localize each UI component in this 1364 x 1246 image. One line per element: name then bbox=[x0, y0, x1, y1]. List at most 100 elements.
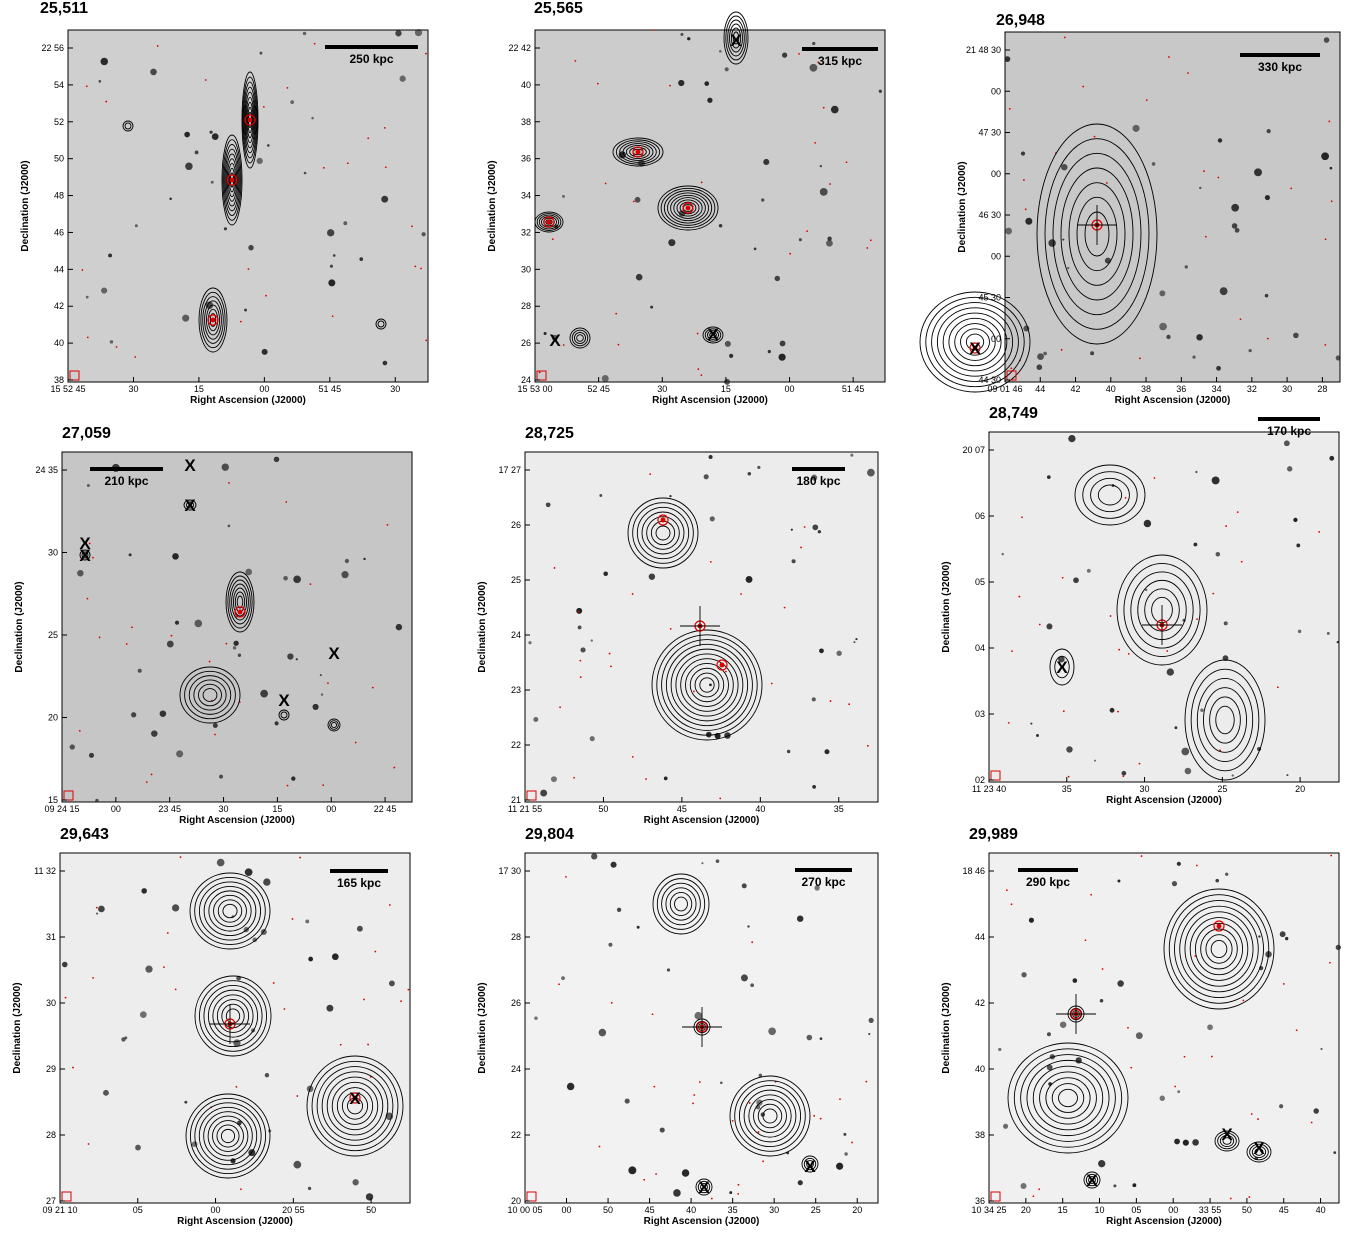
optical-source bbox=[1127, 1026, 1129, 1029]
x-tick-label: 45 bbox=[677, 804, 687, 814]
star bbox=[1037, 353, 1044, 361]
optical-source bbox=[1295, 1029, 1298, 1032]
radio-contour bbox=[124, 122, 132, 130]
star bbox=[694, 1011, 703, 1020]
optical-source bbox=[1038, 623, 1041, 626]
star bbox=[86, 483, 90, 487]
star bbox=[232, 646, 237, 650]
star bbox=[266, 144, 270, 147]
host-contour bbox=[1213, 920, 1225, 932]
star bbox=[590, 639, 593, 642]
optical-source bbox=[1117, 710, 1119, 713]
optical-source bbox=[565, 876, 567, 878]
scale-bar-label: 250 kpc bbox=[349, 52, 393, 66]
optical-source bbox=[559, 706, 561, 709]
star bbox=[681, 1169, 690, 1177]
star bbox=[545, 502, 551, 508]
star bbox=[1313, 1108, 1319, 1114]
optical-source bbox=[388, 904, 391, 906]
y-tick-label: 23 bbox=[511, 685, 521, 695]
x-tick-label: 30 bbox=[657, 384, 667, 394]
x-tick-label: 00 bbox=[1168, 1205, 1178, 1215]
star bbox=[1159, 1095, 1165, 1101]
x-tick-label: 20 55 bbox=[282, 1205, 305, 1215]
optical-source bbox=[1212, 592, 1215, 595]
star bbox=[166, 640, 174, 648]
optical-source bbox=[414, 265, 417, 268]
radio-contour bbox=[1026, 1059, 1110, 1137]
x-tick-label: 09 21 10 bbox=[42, 1205, 77, 1215]
star bbox=[1020, 1182, 1027, 1190]
optical-source bbox=[1101, 968, 1104, 970]
star bbox=[1184, 767, 1192, 775]
star bbox=[328, 279, 336, 287]
radio-contour bbox=[656, 634, 758, 736]
x-tick-label: 50 bbox=[1242, 1205, 1252, 1215]
radio-contour bbox=[1246, 1141, 1272, 1163]
y-tick-label: 45 30 bbox=[978, 293, 1001, 303]
star bbox=[1266, 129, 1271, 134]
x-tick-label: 25 bbox=[811, 1205, 821, 1215]
x-tick-label: 00 bbox=[562, 1205, 572, 1215]
optical-source bbox=[299, 856, 302, 859]
y-tick-label: 17 30 bbox=[498, 866, 521, 876]
optical-source bbox=[156, 45, 159, 47]
star bbox=[867, 468, 875, 477]
optical-source bbox=[130, 626, 133, 629]
optical-source bbox=[1010, 903, 1013, 906]
star bbox=[528, 641, 532, 645]
x-tick-label: 30 bbox=[1140, 784, 1150, 794]
optical-source bbox=[845, 161, 848, 164]
star bbox=[219, 774, 224, 779]
star bbox=[1004, 56, 1011, 63]
star bbox=[1117, 879, 1121, 883]
optical-source bbox=[806, 230, 809, 233]
y-axis-label: Declination (J2000) bbox=[20, 160, 31, 251]
optical-source bbox=[1276, 686, 1279, 689]
star bbox=[561, 976, 565, 980]
x-tick-label: 34 bbox=[1212, 384, 1222, 394]
plot-area: X X X 315 kpc 15 53 00 52 45 30 15 00 51 45 22 42 4… bbox=[487, 11, 886, 406]
radio-map: X 165 kpc 09 21 10 05 00 20 55 50 11 32 31 30 29 28… bbox=[12, 852, 411, 1227]
host-contour bbox=[716, 659, 728, 671]
optical-source bbox=[866, 247, 869, 249]
star bbox=[260, 689, 269, 698]
star bbox=[782, 52, 788, 58]
y-axis-label: Declination (J2000) bbox=[14, 581, 25, 672]
radio-contour bbox=[656, 878, 706, 930]
star bbox=[1021, 972, 1027, 978]
host-galaxy bbox=[237, 609, 243, 615]
optical-source bbox=[1225, 525, 1228, 527]
optical-source bbox=[291, 918, 294, 920]
star bbox=[878, 89, 882, 93]
unrelated-source-marker: X bbox=[349, 1089, 361, 1108]
host-galaxy bbox=[660, 517, 666, 523]
star bbox=[1192, 355, 1196, 359]
host-galaxy bbox=[247, 117, 253, 123]
star bbox=[1068, 434, 1076, 443]
star bbox=[98, 80, 102, 83]
stars-layer bbox=[1004, 36, 1341, 371]
radio-contour bbox=[536, 213, 562, 231]
stars-layer bbox=[81, 29, 428, 366]
star bbox=[550, 776, 557, 783]
x-tick-label: 00 bbox=[211, 1205, 221, 1215]
radio-contour bbox=[243, 81, 257, 159]
radio-contour bbox=[179, 666, 241, 724]
radio-contour bbox=[329, 720, 339, 730]
star bbox=[1073, 577, 1079, 584]
unrelated-source-marker: X bbox=[698, 1178, 710, 1197]
unrelated-source-marker: X bbox=[969, 339, 981, 358]
star bbox=[145, 965, 153, 973]
radio-contour bbox=[203, 885, 257, 937]
star bbox=[141, 888, 147, 894]
star bbox=[320, 693, 324, 696]
star bbox=[747, 472, 752, 476]
optical-source bbox=[1250, 1113, 1253, 1115]
star bbox=[1258, 935, 1261, 938]
optical-source bbox=[1032, 1195, 1035, 1198]
star bbox=[1321, 152, 1329, 161]
radio-map: X X X 290 kpc 10 34 25 20 15 10 05 00 33 55 50 45 40 1… bbox=[941, 852, 1341, 1227]
radio-contour bbox=[200, 291, 226, 349]
optical-source bbox=[822, 106, 825, 109]
